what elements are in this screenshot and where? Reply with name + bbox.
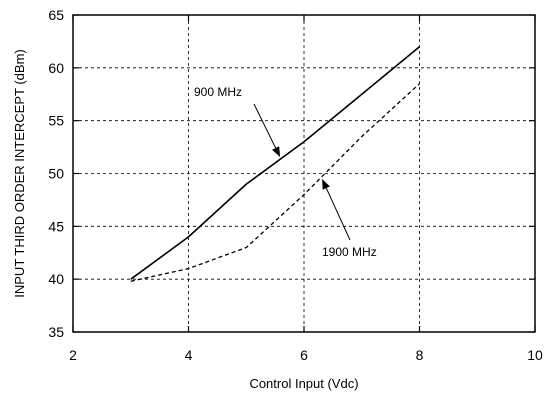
annotation-arrow (322, 179, 351, 241)
series-line-1 (130, 46, 421, 280)
x-tick-label: 10 (527, 347, 543, 363)
y-tick-label: 45 (48, 218, 64, 234)
annotations: 900 MHz 1900 MHz (194, 85, 377, 259)
y-axis-title: INPUT THIRD ORDER INTERCEPT (dBm) (12, 49, 27, 297)
y-tick-label: 35 (48, 324, 64, 340)
annotation-label: 1900 MHz (322, 245, 377, 259)
x-tick-label: 6 (300, 347, 308, 363)
x-tick-label: 4 (185, 347, 193, 363)
grid (73, 15, 535, 332)
y-tick-label: 65 (48, 7, 64, 23)
x-tick-label: 8 (416, 347, 424, 363)
x-axis-title: Control Input (Vdc) (249, 376, 358, 391)
y-tick-label: 40 (48, 271, 64, 287)
series (130, 46, 421, 282)
annotation-arrow (253, 103, 281, 157)
x-tick-label: 2 (69, 347, 77, 363)
annotation-label: 900 MHz (194, 85, 242, 99)
tick-labels: 2 4 6 8 10 35 40 45 50 55 60 65 (48, 7, 543, 363)
y-tick-label: 50 (48, 166, 64, 182)
y-tick-label: 55 (48, 113, 64, 129)
ticks (72, 14, 536, 333)
y-tick-label: 60 (48, 60, 64, 76)
series-line-2 (130, 83, 420, 282)
